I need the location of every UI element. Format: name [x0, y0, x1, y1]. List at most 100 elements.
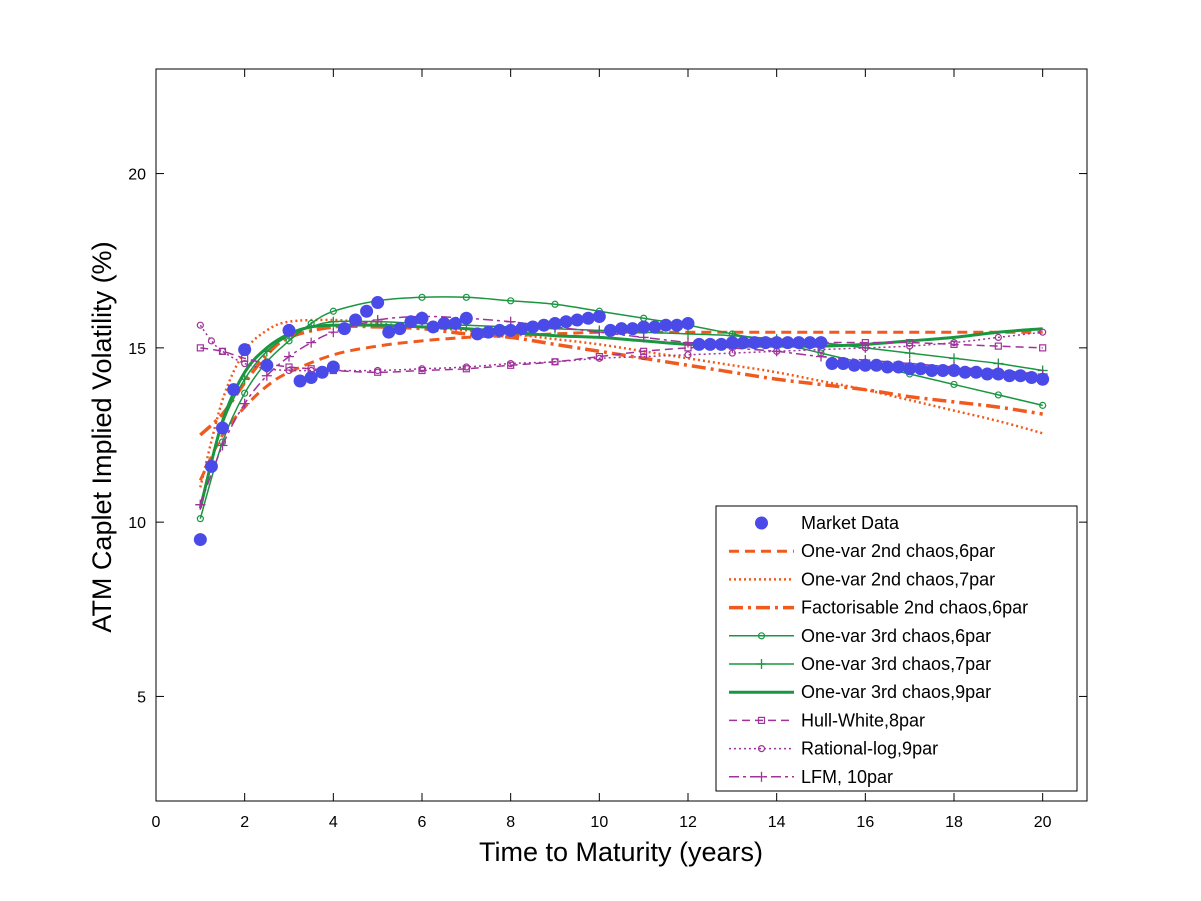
x-tick-label: 20	[1034, 814, 1052, 831]
data-point	[925, 364, 939, 378]
data-point	[640, 352, 648, 361]
axes-box	[155, 68, 1088, 802]
data-point	[1002, 369, 1016, 383]
data-point	[227, 383, 241, 397]
data-point	[404, 315, 418, 329]
data-point	[683, 328, 693, 339]
data-point	[507, 297, 515, 305]
data-point	[204, 459, 218, 473]
data-point	[193, 533, 207, 547]
data-point	[936, 364, 950, 378]
data-point	[196, 344, 204, 352]
data-point	[581, 311, 595, 325]
data-point	[684, 351, 692, 359]
data-point	[418, 365, 426, 373]
data-point	[374, 366, 382, 375]
data-point	[861, 339, 869, 347]
legend-item: Hull-White,8par	[729, 710, 925, 730]
data-point	[493, 323, 507, 337]
data-point	[1039, 344, 1047, 352]
data-point	[548, 316, 562, 330]
data-point	[692, 337, 706, 351]
x-tick-label: 18	[945, 814, 963, 831]
data-point	[906, 342, 914, 350]
data-point	[949, 353, 959, 364]
data-point	[238, 343, 252, 357]
data-point	[858, 358, 872, 372]
data-point	[217, 440, 228, 451]
data-point	[626, 322, 640, 336]
data-point	[462, 363, 470, 371]
data-point	[261, 370, 272, 381]
data-point	[592, 309, 606, 323]
data-point	[914, 362, 928, 376]
data-point	[991, 367, 1005, 381]
series-0	[193, 296, 1050, 547]
legend-item: One-var 3rd chaos,7par	[729, 654, 991, 674]
legend-label: LFM, 10par	[801, 767, 893, 787]
data-point	[196, 321, 204, 329]
data-point	[594, 327, 605, 338]
x-tick-label: 0	[152, 814, 161, 831]
legend-item: Factorisable 2nd chaos,6par	[729, 598, 1028, 618]
data-point	[285, 363, 293, 371]
data-point	[459, 311, 473, 325]
y-tick-label: 20	[128, 167, 146, 184]
data-point	[239, 398, 250, 409]
data-point	[415, 311, 429, 325]
data-point	[315, 365, 329, 379]
data-point	[836, 357, 850, 371]
legend-item: LFM, 10par	[729, 767, 893, 787]
data-point	[382, 325, 396, 339]
legend-label: One-var 3rd chaos,9par	[801, 682, 991, 702]
data-point	[293, 374, 307, 388]
data-point	[393, 322, 407, 336]
series-line	[199, 324, 1043, 437]
data-point	[360, 304, 374, 318]
data-point	[328, 327, 339, 338]
data-point	[814, 336, 828, 350]
data-point	[748, 336, 761, 350]
data-point	[648, 320, 662, 334]
legend-box	[715, 505, 1078, 792]
legend-label: Rational-log,9par	[801, 739, 938, 759]
data-point	[950, 380, 958, 389]
y-tick-label: 10	[128, 515, 146, 532]
data-point	[725, 336, 739, 350]
data-point	[659, 318, 673, 332]
data-point	[551, 358, 559, 366]
data-point	[994, 342, 1002, 350]
data-point	[349, 313, 362, 327]
y-tick-label: 15	[128, 341, 146, 358]
data-point	[1036, 372, 1050, 386]
data-point	[670, 318, 684, 332]
data-point	[638, 332, 649, 343]
data-point	[371, 296, 385, 310]
legend-label: One-var 3rd chaos,6par	[801, 626, 991, 646]
y-axis-title: ATM Caplet Implied Volatility (%)	[87, 241, 117, 632]
data-point	[504, 323, 518, 337]
legend-marker	[756, 659, 767, 669]
legend-item: Rational-log,9par	[729, 739, 938, 759]
data-point	[714, 337, 728, 351]
data-point	[781, 336, 795, 350]
legend-item: One-var 3rd chaos,9par	[729, 682, 991, 702]
legend-label: Market Data	[801, 513, 900, 533]
data-point	[559, 315, 573, 329]
data-point	[306, 337, 317, 348]
data-point	[869, 358, 883, 372]
data-point	[595, 354, 603, 362]
data-point	[958, 365, 972, 379]
series-6	[198, 323, 1043, 509]
data-point	[418, 293, 426, 301]
data-point	[437, 316, 451, 330]
data-point	[683, 337, 693, 348]
legend-marker	[756, 771, 767, 782]
series-layer	[193, 293, 1050, 547]
x-tick-label: 14	[768, 814, 786, 831]
data-point	[980, 367, 994, 381]
legend-item: One-var 3rd chaos,6par	[729, 626, 991, 646]
x-tick-label: 8	[506, 814, 515, 831]
data-point	[736, 336, 750, 350]
